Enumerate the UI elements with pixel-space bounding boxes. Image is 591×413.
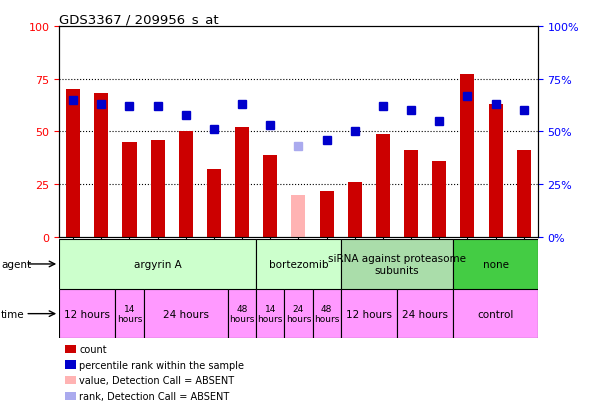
Bar <box>320 191 334 237</box>
Bar <box>432 161 446 237</box>
Bar <box>228 289 256 339</box>
Text: bortezomib: bortezomib <box>269 259 328 269</box>
Bar <box>207 170 221 237</box>
Bar <box>340 240 453 289</box>
Bar <box>453 240 538 289</box>
Bar <box>144 289 228 339</box>
Bar <box>340 289 397 339</box>
Text: siRNA against proteasome
subunits: siRNA against proteasome subunits <box>328 254 466 275</box>
Text: 14
hours: 14 hours <box>117 304 142 323</box>
Text: argyrin A: argyrin A <box>134 259 181 269</box>
Bar <box>115 289 144 339</box>
Bar <box>404 151 418 237</box>
Text: 24 hours: 24 hours <box>163 309 209 319</box>
Text: value, Detection Call = ABSENT: value, Detection Call = ABSENT <box>79 375 234 385</box>
Text: 12 hours: 12 hours <box>346 309 392 319</box>
Text: 12 hours: 12 hours <box>64 309 111 319</box>
Bar <box>151 140 165 237</box>
Bar <box>95 94 108 237</box>
Text: control: control <box>478 309 514 319</box>
Bar <box>66 90 80 237</box>
Bar <box>376 134 390 237</box>
Bar <box>256 289 284 339</box>
Text: 24 hours: 24 hours <box>402 309 448 319</box>
Bar <box>313 289 340 339</box>
Bar <box>397 289 453 339</box>
Text: 48
hours: 48 hours <box>314 304 339 323</box>
Bar <box>517 151 531 237</box>
Text: time: time <box>1 309 25 319</box>
Text: 14
hours: 14 hours <box>258 304 283 323</box>
Text: count: count <box>79 344 107 354</box>
Bar <box>122 143 137 237</box>
Bar <box>291 195 306 237</box>
Bar <box>59 240 256 289</box>
Bar <box>256 240 340 289</box>
Bar <box>489 105 502 237</box>
Text: percentile rank within the sample: percentile rank within the sample <box>79 360 244 370</box>
Bar <box>178 132 193 237</box>
Text: 24
hours: 24 hours <box>286 304 311 323</box>
Text: 48
hours: 48 hours <box>229 304 255 323</box>
Text: GDS3367 / 209956_s_at: GDS3367 / 209956_s_at <box>59 13 219 26</box>
Text: agent: agent <box>1 259 31 269</box>
Bar <box>263 155 277 237</box>
Bar <box>460 75 475 237</box>
Text: rank, Detection Call = ABSENT: rank, Detection Call = ABSENT <box>79 391 229 401</box>
Bar <box>284 289 313 339</box>
Bar <box>235 128 249 237</box>
Bar <box>59 289 115 339</box>
Bar <box>348 183 362 237</box>
Bar <box>453 289 538 339</box>
Text: none: none <box>483 259 509 269</box>
